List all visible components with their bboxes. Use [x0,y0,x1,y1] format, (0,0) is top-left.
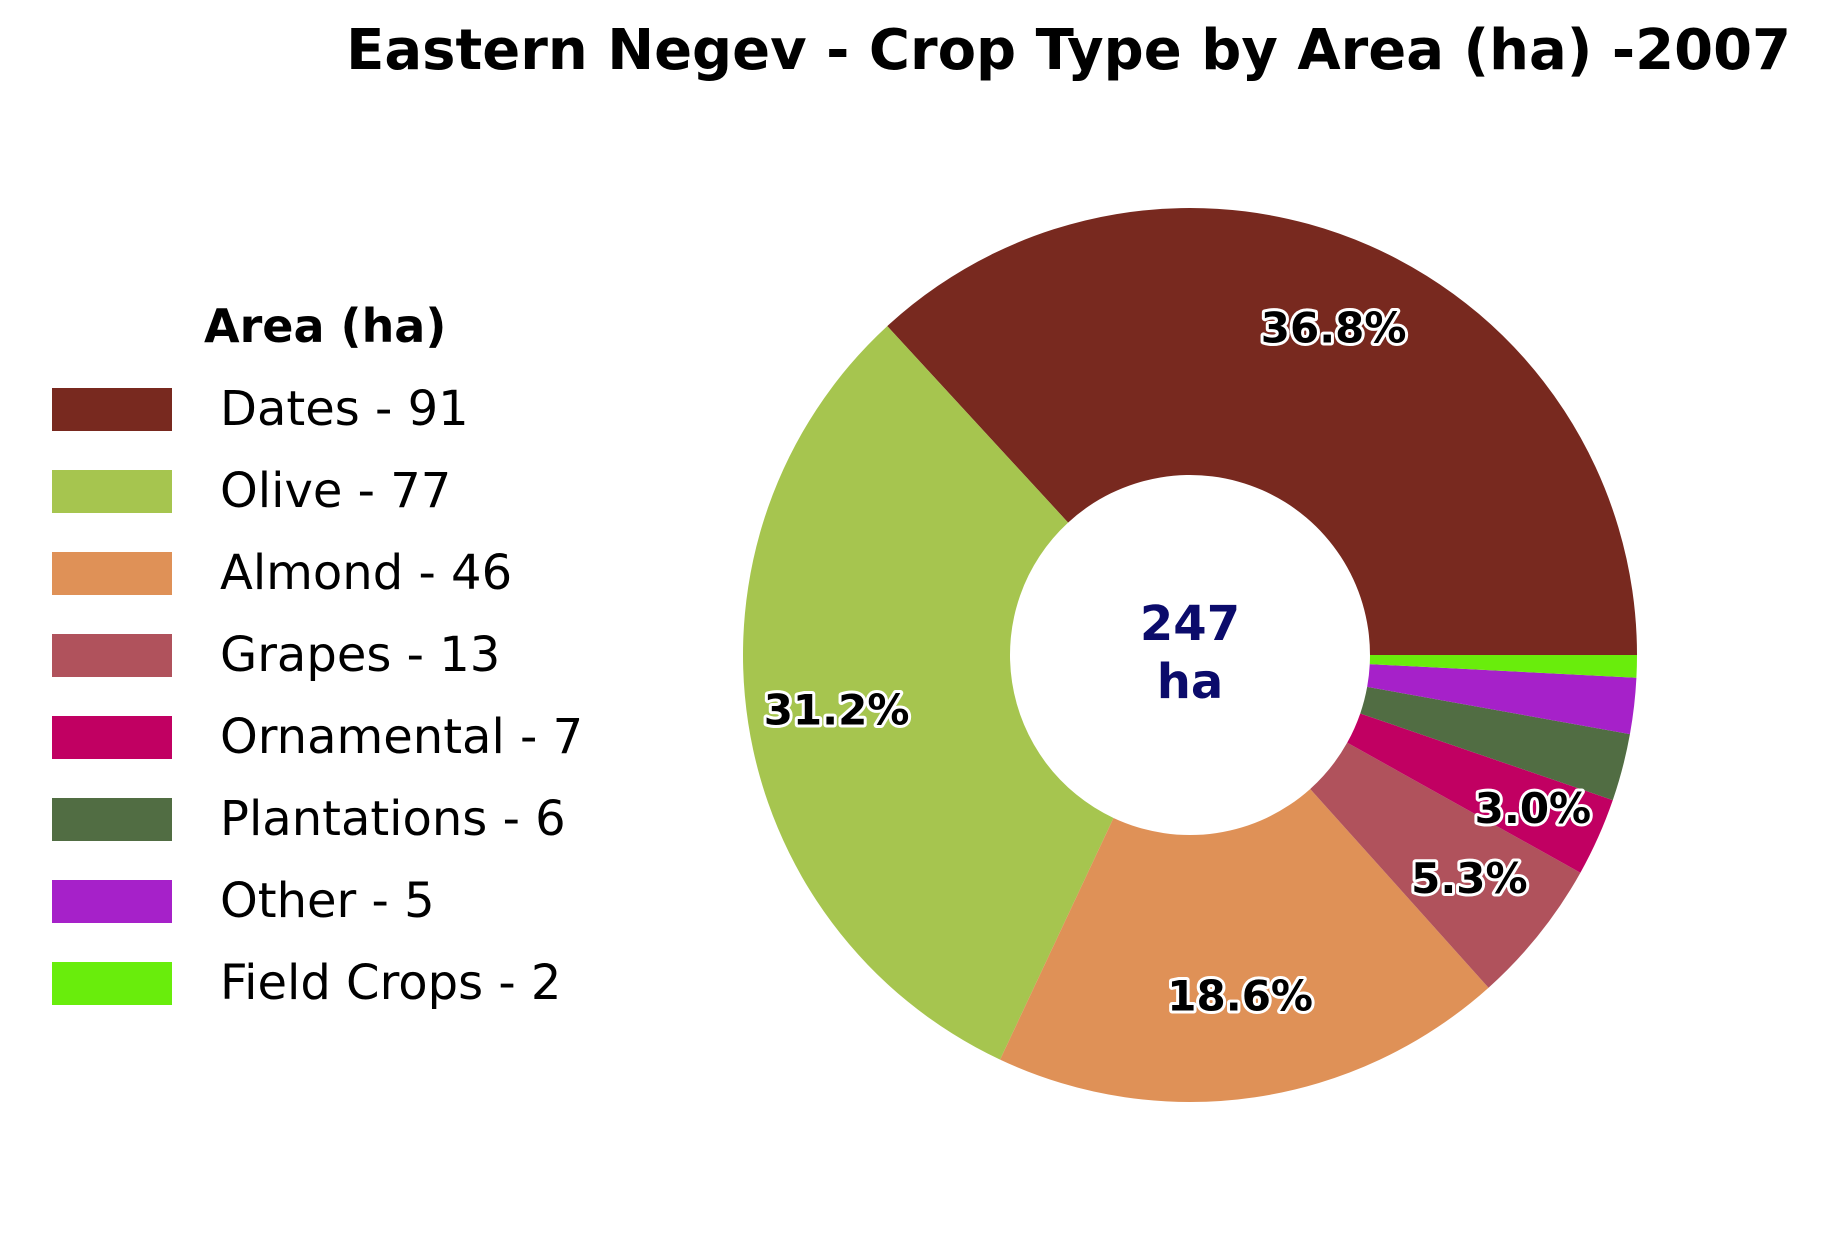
legend-swatch [52,387,172,431]
slice-percent-label: 31.2% [764,685,910,734]
donut-slice-plantations [1360,686,1630,801]
legend-item-plantations: Plantations - 6 [52,778,583,860]
donut-slice-other [1367,664,1637,735]
legend-label: Field Crops - 2 [220,955,562,1011]
legend-label: Olive - 77 [220,463,452,519]
legend-item-other: Other - 5 [52,860,583,942]
donut-slice-ornamental [1347,713,1613,873]
slice-percent-label: 18.6% [1167,972,1313,1021]
slice-percent-label: 3.0% [1475,784,1591,833]
donut-slice-dates [887,208,1637,655]
center-total-value: 247 [1140,596,1240,652]
legend-swatch [52,715,172,759]
legend-swatch [52,797,172,841]
legend-label: Ornamental - 7 [220,709,584,765]
center-total-unit: ha [1157,654,1224,710]
legend-item-dates: Dates - 91 [52,368,583,450]
legend-label: Grapes - 13 [220,627,501,683]
donut-slice-field-crops [1369,655,1637,678]
legend-swatch [52,961,172,1005]
legend: Area (ha) Dates - 91 Olive - 77 Almond -… [52,298,583,1024]
donut-slices [742,208,1637,1102]
legend-title: Area (ha) [204,299,447,353]
legend-item-almond: Almond - 46 [52,532,583,614]
legend-swatch [52,879,172,923]
legend-swatch [52,633,172,677]
donut-slice-grapes [1310,742,1581,988]
legend-item-field-crops: Field Crops - 2 [52,942,583,1024]
slice-percent-label: 5.3% [1411,854,1527,903]
legend-label: Plantations - 6 [220,791,566,847]
legend-item-ornamental: Ornamental - 7 [52,696,583,778]
legend-item-olive: Olive - 77 [52,450,583,532]
legend-label: Almond - 46 [220,545,513,601]
legend-label: Dates - 91 [220,381,469,437]
legend-swatch [52,551,172,595]
donut-slice-almond [1000,788,1489,1102]
slice-labels: 36.8% 31.2% 18.6% 5.3% 3.0% [761,301,1594,1024]
legend-label: Other - 5 [220,873,435,929]
legend-swatch [52,469,172,513]
donut-slice-olive [742,326,1114,1060]
slice-percent-label: 36.8% [1261,304,1407,353]
chart-title: Eastern Negev - Crop Type by Area (ha) -… [346,18,1791,83]
legend-item-grapes: Grapes - 13 [52,614,583,696]
